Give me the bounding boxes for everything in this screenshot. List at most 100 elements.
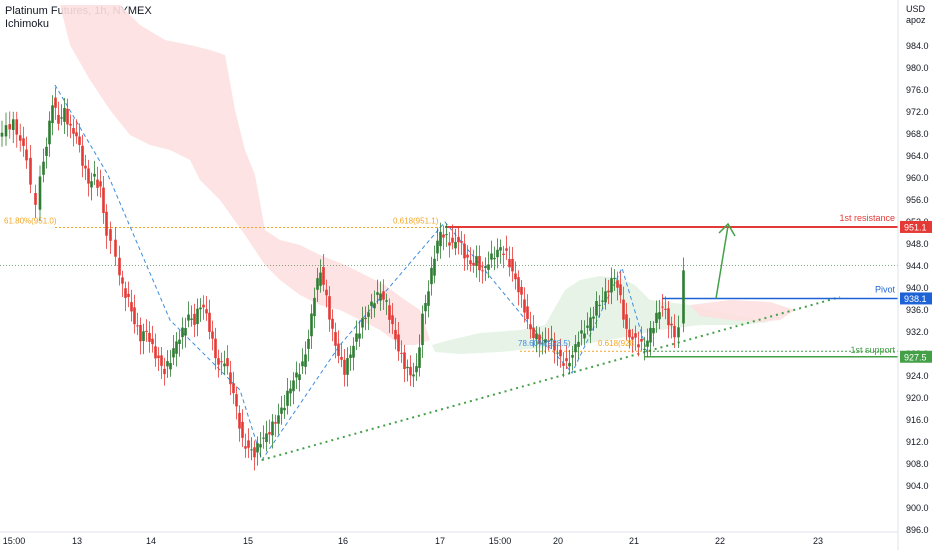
candle-body: [72, 128, 75, 134]
time-tick-label: 15: [243, 536, 253, 546]
candle-body: [619, 284, 622, 296]
price-tick-label: 980.0: [906, 63, 929, 73]
candle-body: [484, 266, 487, 269]
candle-body: [547, 340, 550, 342]
candle-body: [607, 290, 610, 293]
candle-body: [166, 361, 169, 367]
candle-body: [93, 173, 96, 177]
candle-body: [0, 132, 4, 137]
time-axis[interactable]: 15:00 13 14 15 16 17 15:00 20 21 22 23: [0, 531, 898, 546]
candle-body: [358, 333, 361, 339]
candle-body: [127, 293, 130, 297]
target-arrow-line: [715, 225, 729, 299]
price-tick-label: 920.0: [906, 393, 929, 403]
candle-body: [595, 301, 598, 316]
candle-body: [496, 249, 499, 258]
candle-body: [541, 343, 544, 345]
candle-body: [544, 339, 547, 343]
candle-body: [187, 314, 190, 321]
candle-body: [202, 304, 205, 308]
candle-body: [592, 316, 595, 319]
candle-body: [214, 338, 217, 359]
candle-body: [69, 123, 72, 126]
candle-body: [331, 318, 334, 329]
candle-body: [298, 374, 301, 381]
candle-body: [196, 308, 199, 325]
price-tick-label: 932.0: [906, 327, 929, 337]
price-tick-label: 948.0: [906, 239, 929, 249]
candle-body: [454, 241, 457, 249]
candle-body: [580, 330, 583, 334]
level-badge-text: 938.1: [904, 294, 927, 304]
candle-body: [157, 355, 160, 359]
fib-annotation: 61.80%(951.0): [4, 217, 57, 226]
candles-layer: [0, 87, 685, 471]
candle-body: [292, 380, 295, 392]
candle-body: [352, 345, 355, 358]
ichimoku-cloud-layer: [60, 5, 795, 354]
candle-body: [565, 358, 568, 362]
price-axis[interactable]: 896.0 900.0 904.0 908.0 912.0 916.0 920.0 924.0…: [897, 0, 932, 550]
candle-body: [400, 352, 403, 354]
level-badge-text: 951.1: [904, 222, 927, 232]
candle-body: [154, 346, 157, 359]
price-tick-label: 936.0: [906, 305, 929, 315]
candle-body: [412, 374, 415, 377]
level-label: 1st support: [850, 345, 895, 355]
time-tick-label: 21: [629, 536, 639, 546]
candle-body: [283, 407, 286, 411]
candle-body: [349, 354, 352, 358]
candle-body: [160, 355, 163, 366]
fib-annotation: 78.60%(928.5): [518, 339, 571, 348]
candle-body: [433, 258, 436, 276]
price-tick-label: 924.0: [906, 371, 929, 381]
candle-body: [220, 361, 223, 363]
candle-body: [289, 388, 292, 394]
candle-body: [442, 234, 445, 238]
time-tick-label: 20: [553, 536, 563, 546]
time-tick-label: 16: [338, 536, 348, 546]
candle-body: [250, 449, 253, 451]
candle-body: [130, 302, 133, 312]
price-tick-label: 972.0: [906, 107, 929, 117]
candle-body: [334, 332, 337, 346]
candle-body: [268, 432, 271, 435]
candle-body: [508, 259, 511, 268]
candle-body: [370, 301, 373, 306]
candle-body: [646, 340, 649, 347]
price-tick-label: 976.0: [906, 85, 929, 95]
candle-body: [172, 348, 175, 358]
candle-body: [265, 433, 268, 443]
candle-body: [385, 300, 388, 302]
candle-body: [63, 108, 66, 122]
candle-body: [460, 241, 463, 243]
candle-body: [586, 325, 589, 328]
level-badge: [900, 292, 932, 305]
candle-body: [178, 339, 181, 345]
candle-body: [99, 181, 102, 187]
time-tick-label: 15:00: [3, 536, 26, 546]
candle-body: [622, 299, 625, 320]
candle-body: [631, 336, 634, 340]
candle-body: [18, 135, 22, 141]
candle-body: [340, 356, 343, 360]
candle-body: [124, 288, 127, 298]
ichimoku-cloud-bull: [432, 276, 770, 354]
candle-body: [511, 258, 514, 272]
candle-body: [304, 354, 307, 367]
candle-body: [325, 289, 328, 296]
candle-body: [193, 313, 196, 325]
candle-body: [118, 257, 121, 276]
candle-body: [373, 303, 376, 309]
candle-body: [277, 415, 280, 424]
candle-body: [241, 421, 244, 438]
price-tick-label: 956.0: [906, 195, 929, 205]
candle-body: [391, 315, 394, 325]
candle-body: [457, 236, 460, 243]
candle-body: [517, 277, 520, 293]
candle-body: [22, 138, 25, 146]
label-layer: 1st resistance Pivot 1st support 61.80%(951…: [4, 213, 895, 355]
candle-body: [625, 314, 628, 329]
candle-body: [78, 136, 81, 145]
